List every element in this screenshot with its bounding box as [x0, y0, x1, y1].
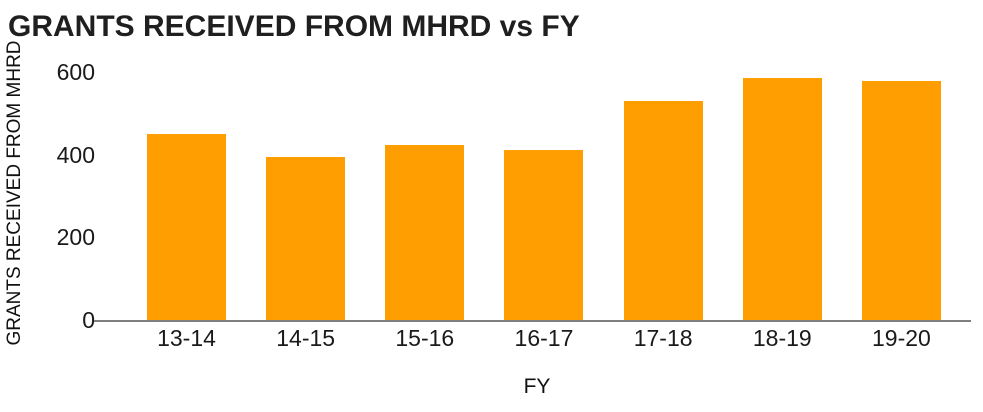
x-tick-label: 15-16: [395, 325, 455, 351]
y-axis-title-container: GRANTS RECEIVED FROM MHRD: [0, 40, 30, 345]
x-tick-label: 17-18: [633, 325, 693, 351]
x-tick-label: 14-15: [276, 325, 336, 351]
bar-17-18[interactable]: [623, 101, 703, 320]
x-tick-label: 13-14: [157, 325, 216, 351]
x-tick-label: 16-17: [514, 325, 574, 351]
y-tick-label: 400: [56, 141, 95, 168]
y-tick-label: 0: [82, 307, 95, 333]
y-axis-tick-labels: 0 200 400 600: [30, 60, 103, 332]
bar-15-16[interactable]: [385, 144, 465, 320]
bar-18-19[interactable]: [742, 78, 822, 320]
x-axis-tick-labels: 13-14 14-15 15-16 16-17 17-18 18-19 19-20: [103, 325, 971, 351]
bar-13-14[interactable]: [147, 134, 226, 320]
x-axis-spacer: [0, 375, 103, 399]
x-axis-title-row: FY: [0, 375, 983, 399]
bar-16-17[interactable]: [504, 149, 584, 320]
chart-title: GRANTS RECEIVED FROM MHRD vs FY: [8, 10, 580, 43]
chart-body: GRANTS RECEIVED FROM MHRD 0 200 400 600: [0, 40, 983, 346]
bars-container: [147, 66, 941, 320]
x-tick-label: 18-19: [752, 325, 812, 351]
x-tick-label: 19-20: [872, 325, 931, 351]
bar-14-15[interactable]: [266, 157, 346, 320]
x-axis-tick-row: 13-14 14-15 15-16 16-17 17-18 18-19 19-20: [0, 325, 983, 351]
y-tick-label: 600: [56, 59, 95, 85]
plot-area: [94, 66, 971, 322]
bar-19-20[interactable]: [861, 80, 941, 320]
x-axis-line: [94, 320, 971, 322]
x-axis-title: FY: [523, 375, 551, 398]
y-axis-title: GRANTS RECEIVED FROM MHRD: [4, 40, 25, 346]
bar-chart: GRANTS RECEIVED FROM MHRD vs FY GRANTS R…: [0, 10, 983, 412]
y-tick-label: 200: [56, 224, 95, 251]
